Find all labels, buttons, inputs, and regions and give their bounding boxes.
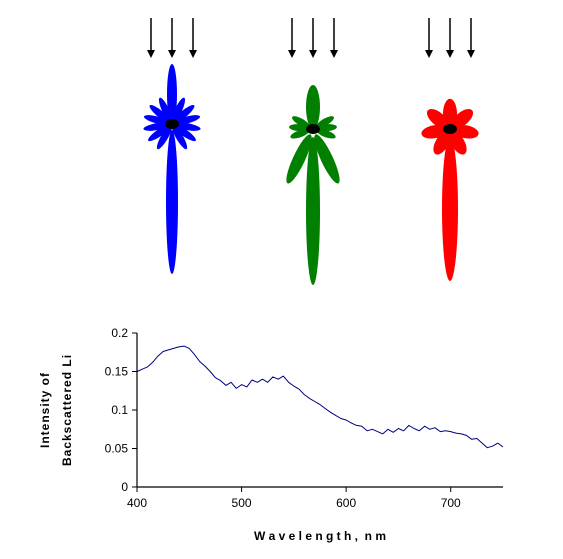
incident-arrows-1 <box>147 18 197 58</box>
particle-3 <box>421 18 479 281</box>
incident-arrow-icon <box>168 18 176 58</box>
incident-arrow-icon <box>425 18 433 58</box>
side-lobe <box>314 134 340 184</box>
incident-arrow-icon <box>446 18 454 58</box>
particle-center <box>306 124 320 134</box>
side-lobe <box>172 104 195 124</box>
particle-2 <box>286 18 340 285</box>
forward-lobe <box>167 64 177 124</box>
particle-center <box>165 119 179 129</box>
particle-1 <box>143 18 201 274</box>
x-tick-label: 600 <box>336 496 356 510</box>
y-ticks: 0 0.05 0.1 0.15 0.2 <box>105 326 137 494</box>
y-tick-label: 0.05 <box>105 442 129 456</box>
side-lobe <box>149 104 172 124</box>
incident-arrow-icon <box>288 18 296 58</box>
x-tick-label: 500 <box>232 496 252 510</box>
y-tick-label: 0.2 <box>111 326 128 340</box>
backscatter-spectrum-chart: 400 500 600 700 0 0.05 0.1 0.15 0.2 W a v e l e… <box>38 326 504 543</box>
incident-arrow-icon <box>147 18 155 58</box>
incident-arrow-icon <box>309 18 317 58</box>
side-lobe <box>171 124 188 150</box>
x-tick-label: 400 <box>127 496 147 510</box>
y-axis-title-line-2: Backscattered Li <box>60 354 74 466</box>
y-axis-title-line-1: Intensity of <box>38 372 52 448</box>
side-lobe <box>449 131 467 155</box>
side-lobe <box>292 116 310 128</box>
y-tick-label: 0.1 <box>111 403 128 417</box>
side-lobe <box>143 115 172 126</box>
y-tick-label: 0 <box>121 480 128 494</box>
side-lobe <box>158 97 173 124</box>
incident-arrow-icon <box>330 18 338 58</box>
incident-arrow-icon <box>189 18 197 58</box>
side-lobe <box>172 122 201 131</box>
particle-center <box>443 124 457 134</box>
x-axis-title: W a v e l e n g t h , n m <box>254 529 386 543</box>
y-tick-label: 0.15 <box>105 365 129 379</box>
backward-lobe <box>306 137 320 285</box>
side-lobe <box>451 108 474 129</box>
backward-lobe <box>442 137 458 281</box>
side-lobe <box>148 124 172 142</box>
side-lobe <box>290 129 310 139</box>
side-lobe <box>426 108 449 129</box>
side-lobe <box>316 116 334 128</box>
backward-lobe <box>166 130 178 274</box>
side-lobe <box>172 124 196 142</box>
side-lobe <box>433 131 451 155</box>
side-lobe <box>171 97 186 124</box>
x-tick-label: 700 <box>441 496 461 510</box>
side-lobe <box>286 134 312 184</box>
incident-arrows-2 <box>288 18 338 58</box>
forward-lobe <box>306 85 320 129</box>
incident-arrows-3 <box>425 18 475 58</box>
series-line-group <box>136 345 504 449</box>
series-line <box>136 345 504 449</box>
incident-arrow-icon <box>467 18 475 58</box>
scattering-illustration <box>143 18 479 285</box>
side-lobe <box>316 129 336 139</box>
side-lobe <box>156 124 173 150</box>
x-ticks: 400 500 600 700 <box>127 487 461 510</box>
side-lobe <box>421 124 448 139</box>
